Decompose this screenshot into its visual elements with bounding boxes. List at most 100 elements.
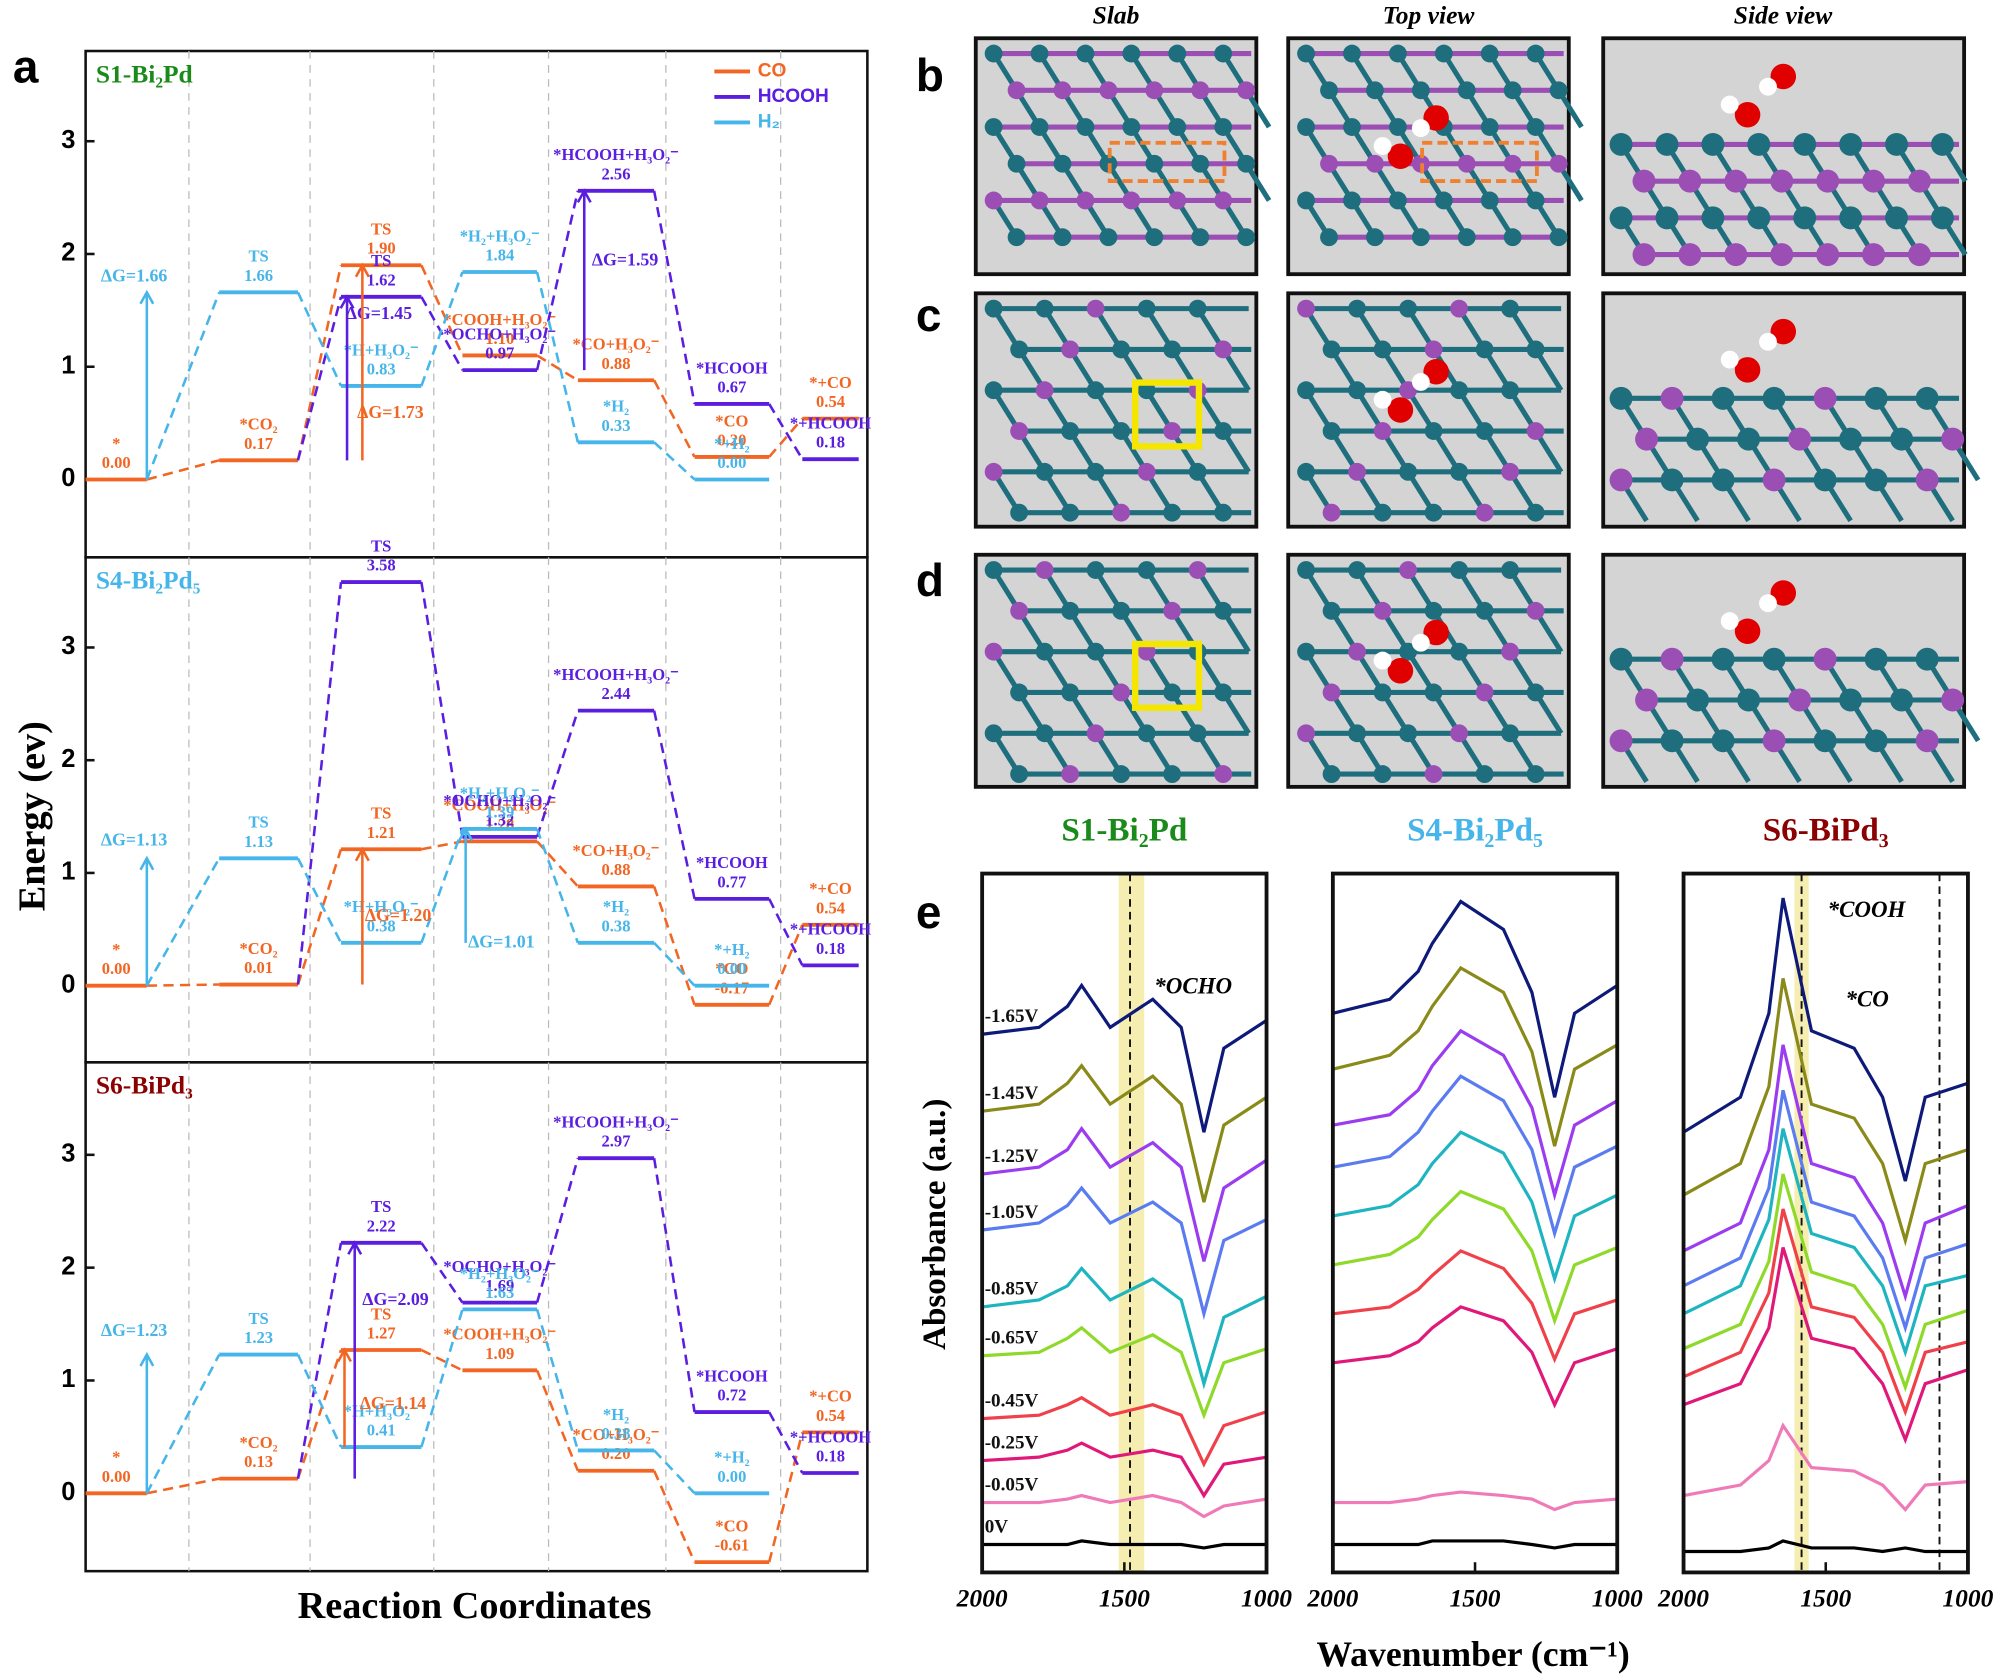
state-label: TS [248, 1309, 268, 1328]
atom [1501, 462, 1520, 481]
atom [1720, 612, 1739, 630]
x-tick-label: 1000 [1592, 1583, 1643, 1612]
atom [1411, 119, 1430, 138]
subplot-title: S6-BiPd₃ [1763, 811, 1889, 848]
atom [1480, 44, 1499, 63]
spectrum [981, 1265, 1268, 1390]
x-tick-label: 1500 [1450, 1583, 1501, 1612]
state-label: *OCHO+H₃O₂⁻ [443, 1257, 556, 1276]
atom [1839, 206, 1863, 230]
atom [1188, 462, 1207, 481]
atom [1053, 228, 1072, 247]
atom [1053, 81, 1072, 100]
atom [1343, 118, 1361, 136]
atom [1168, 191, 1187, 210]
state-label: *+CO [809, 1387, 852, 1406]
atom [1759, 77, 1777, 96]
structure-frame [973, 552, 1259, 789]
connector [296, 1353, 343, 1448]
atom [1864, 386, 1888, 410]
highlight [1131, 379, 1203, 450]
connector [652, 886, 696, 1006]
value-label: 1.23 [244, 1328, 273, 1347]
voltage-label: -1.25V [985, 1146, 1039, 1167]
connector [296, 581, 343, 985]
value-label: 0.38 [602, 916, 631, 935]
atom [1501, 561, 1520, 579]
arrow-head [139, 1351, 155, 1367]
value-label: 0.20 [717, 430, 746, 449]
atom [1035, 381, 1054, 400]
atom [1434, 191, 1453, 210]
atom [1411, 633, 1430, 652]
atom [1112, 601, 1131, 620]
value-label: 0.00 [717, 1467, 746, 1486]
atom [1322, 503, 1341, 522]
atom [1086, 561, 1105, 579]
atom [984, 642, 1003, 661]
atom [1366, 81, 1384, 100]
delta-label: ΔG=1.01 [468, 931, 534, 951]
atom [1475, 765, 1494, 784]
value-label: 0.00 [102, 1467, 131, 1486]
connector [145, 857, 221, 987]
y-tick-label: 3 [61, 126, 75, 154]
atom [1609, 729, 1633, 753]
atom [1762, 647, 1786, 671]
atom [1711, 386, 1735, 410]
atom [1348, 642, 1367, 661]
atom [1320, 228, 1338, 247]
atom [1145, 228, 1164, 247]
atom [1163, 765, 1182, 784]
connector [653, 941, 696, 987]
connector [145, 291, 221, 480]
atom [1188, 724, 1207, 743]
atom [1030, 44, 1049, 63]
state-label: *HCOOH [696, 853, 768, 872]
state-label: *CO+H₃O₂⁻ [573, 335, 660, 354]
state-label: *CO [715, 959, 748, 978]
state-label: *+HCOOH [790, 1427, 871, 1446]
connector [420, 271, 464, 387]
voltage-label: -1.45V [985, 1083, 1039, 1104]
value-label: 1.27 [367, 1324, 396, 1343]
atom [1399, 724, 1418, 743]
connector [768, 403, 804, 460]
x-tick-label: 2000 [1657, 1583, 1709, 1612]
atom [1816, 243, 1840, 267]
subplot-title: S4-Bi₂Pd₅ [96, 566, 201, 595]
value-label: 1.69 [485, 1276, 514, 1295]
y-axis-label: Absorbance (a.u.) [916, 1099, 953, 1350]
atom [1770, 169, 1794, 193]
atom [1720, 350, 1739, 369]
connector [535, 1157, 580, 1303]
state-label: *+H₂ [714, 1448, 750, 1467]
atom [1399, 381, 1418, 400]
atom [1343, 44, 1361, 63]
voltage-label: -0.25V [985, 1432, 1039, 1453]
atom [1411, 373, 1430, 391]
state-label: TS [371, 1197, 391, 1216]
y-tick-label: 3 [61, 632, 75, 660]
atom [1885, 132, 1909, 156]
connector [653, 379, 696, 458]
atom [1423, 358, 1449, 385]
connector [653, 441, 696, 481]
state-label: * [112, 434, 120, 453]
atom [1297, 561, 1315, 579]
state-label: *HCOOH+H₃O₂⁻ [553, 1113, 679, 1132]
subplot-title: S4-Bi₂Pd₅ [1407, 811, 1543, 848]
value-label: 0.38 [602, 1424, 631, 1443]
state-label: *H+H₃O₂⁻ [344, 340, 419, 359]
state-label: *+H₂ [714, 940, 750, 959]
spectrum [1332, 1249, 1618, 1364]
atom [1915, 647, 1939, 671]
arrow-head [347, 1240, 363, 1255]
connector [296, 291, 343, 387]
atom [1737, 688, 1761, 712]
delta-label: ΔG=1.13 [101, 830, 168, 850]
atom [1030, 118, 1049, 136]
atom [1793, 206, 1817, 230]
atom [1503, 228, 1522, 247]
